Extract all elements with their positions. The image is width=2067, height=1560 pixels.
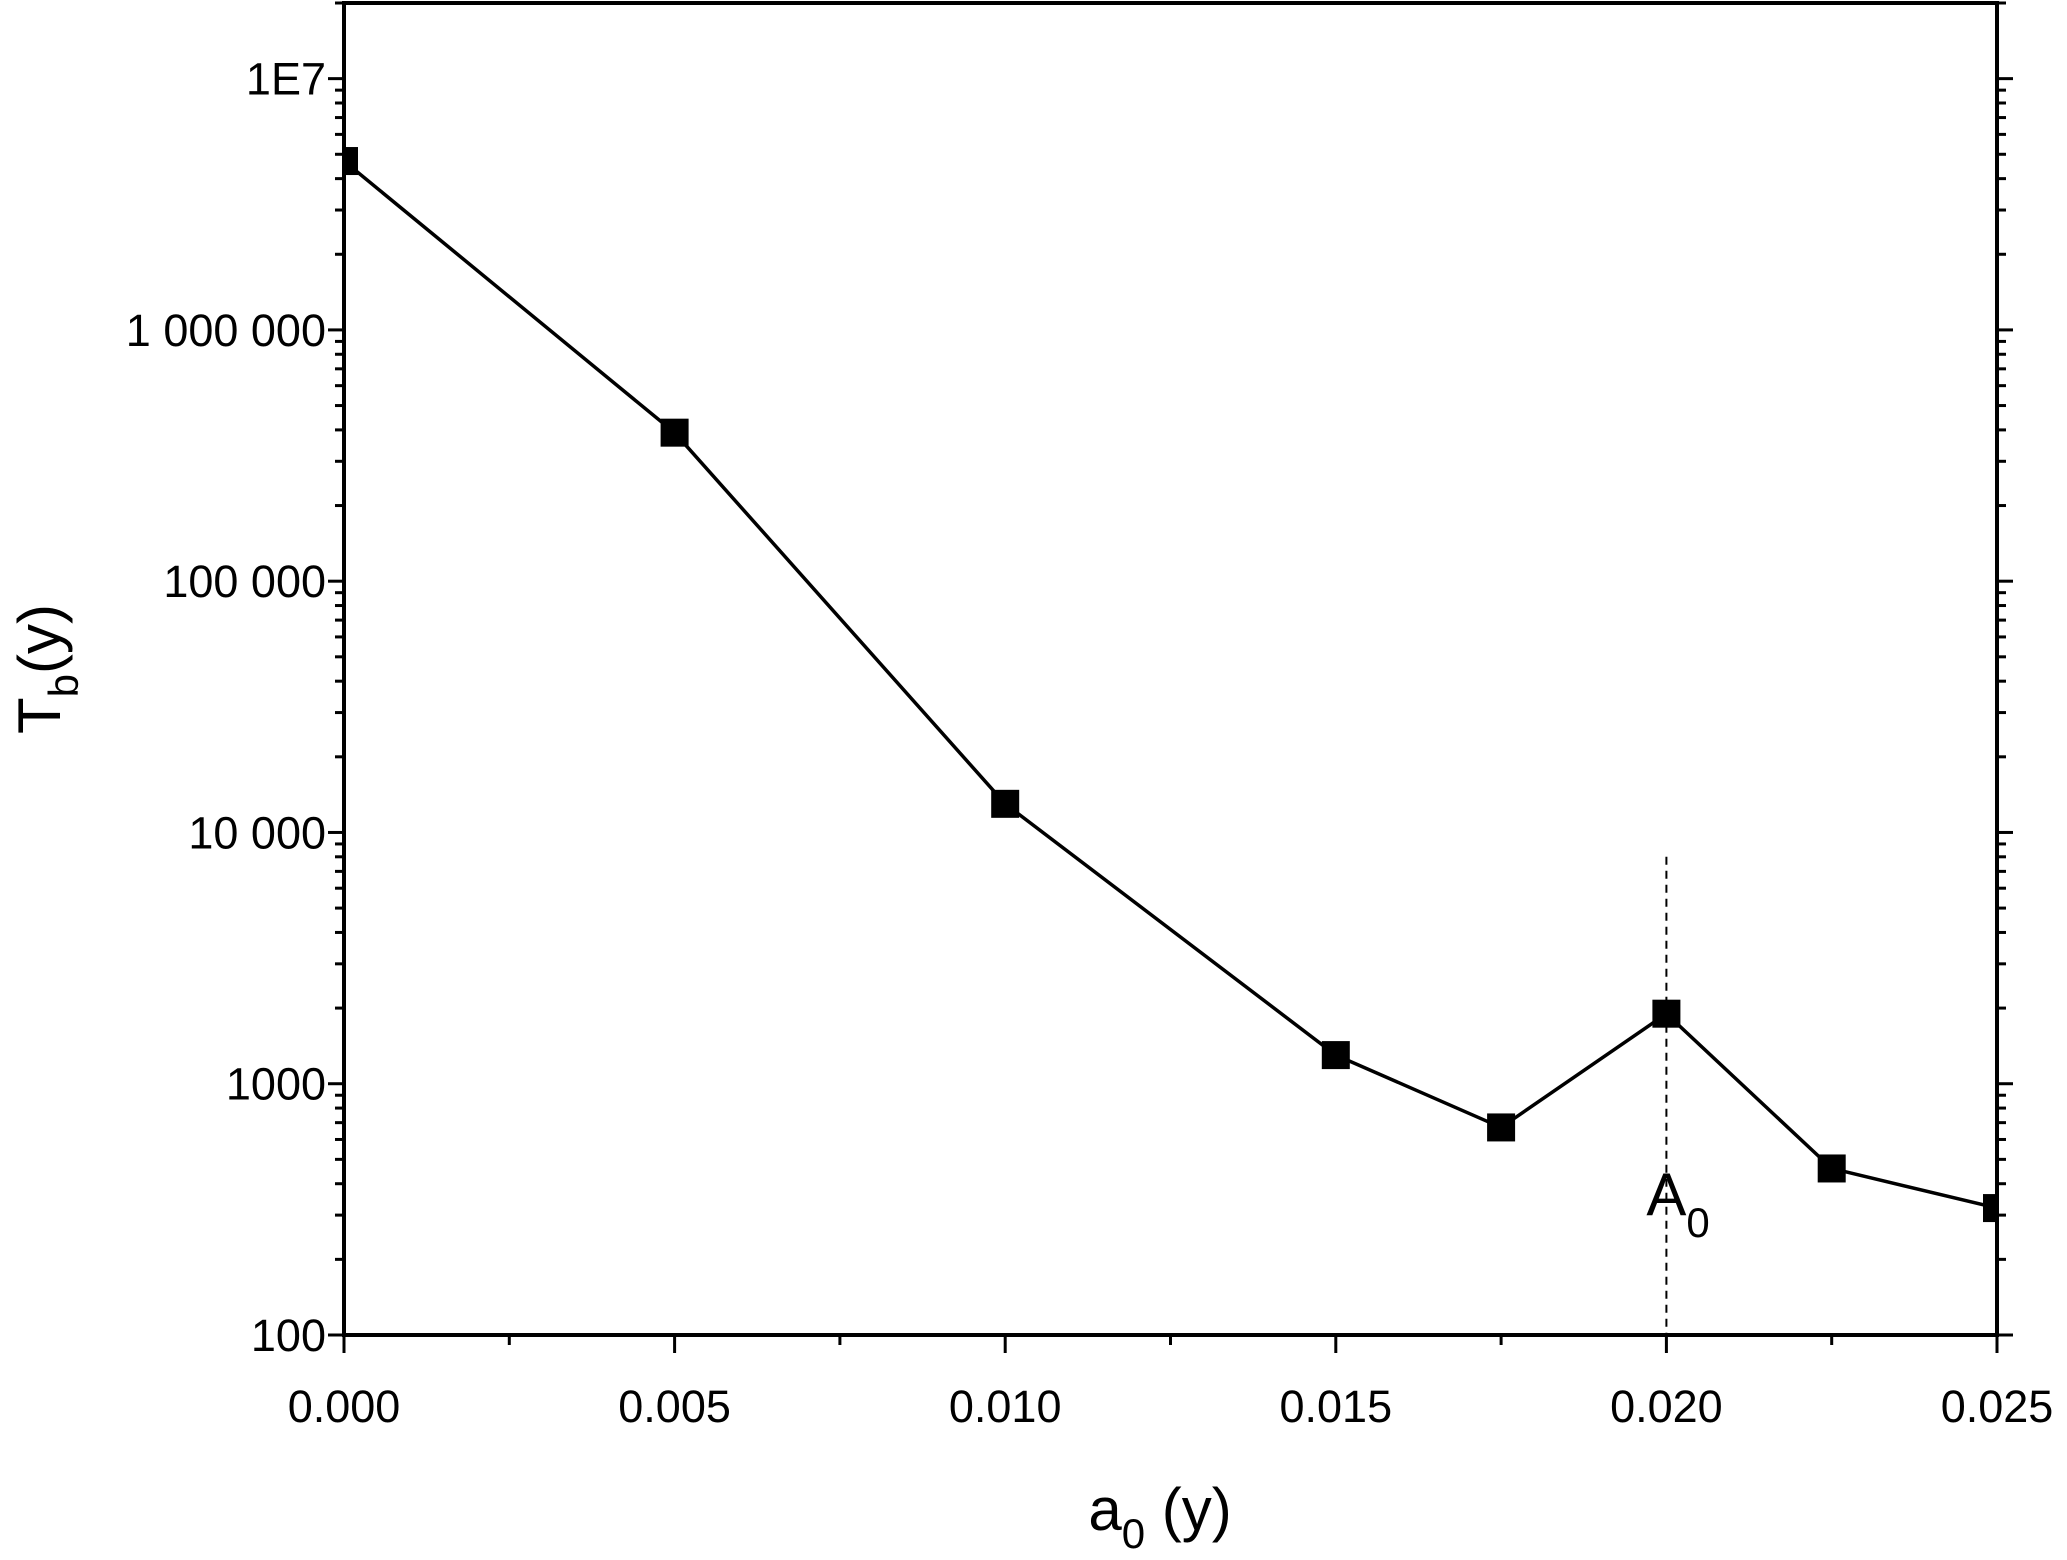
x-label-rest: (y)	[1145, 1476, 1232, 1543]
marker	[1817, 1154, 1846, 1183]
marker	[1983, 1194, 1997, 1223]
annotation-main: A	[1646, 1161, 1686, 1228]
x-tick-label: 0.020	[1610, 1381, 1723, 1432]
marker	[1487, 1113, 1516, 1142]
y-label-main: T	[6, 697, 73, 734]
x-tick-label: 0.000	[288, 1381, 401, 1432]
y-tick-label: 1E7	[246, 54, 326, 105]
y-tick-label: 1000	[226, 1059, 326, 1110]
marker	[991, 789, 1020, 818]
annotation-sub: 0	[1686, 1199, 1709, 1246]
y-axis-label: Tb(y)	[6, 604, 87, 734]
plot-frame	[342, 1, 1999, 1337]
y-label-rest: (y)	[6, 604, 73, 674]
y-tick-label: 100	[251, 1310, 326, 1361]
x-tick-label: 0.025	[1941, 1381, 2054, 1432]
y-label-sub: b	[40, 674, 87, 697]
y-tick-label: 1 000 000	[126, 305, 326, 356]
annotation: A0	[1646, 1161, 1709, 1246]
marker	[1652, 999, 1681, 1028]
x-axis-label: a0 (y)	[1088, 1476, 1231, 1555]
x-tick-label: 0.005	[618, 1381, 731, 1432]
x-label-main: a	[1088, 1476, 1122, 1543]
x-label-sub: 0	[1122, 1510, 1145, 1555]
series-line	[344, 159, 1997, 1210]
plot-area	[344, 147, 1997, 1223]
marker	[344, 147, 358, 176]
y-tick-label: 10 000	[188, 807, 326, 858]
x-tick-label: 0.010	[949, 1381, 1062, 1432]
marker	[660, 418, 689, 447]
y-tick-label: 100 000	[163, 556, 326, 607]
x-tick-label: 0.015	[1279, 1381, 1392, 1432]
marker	[1321, 1041, 1350, 1070]
